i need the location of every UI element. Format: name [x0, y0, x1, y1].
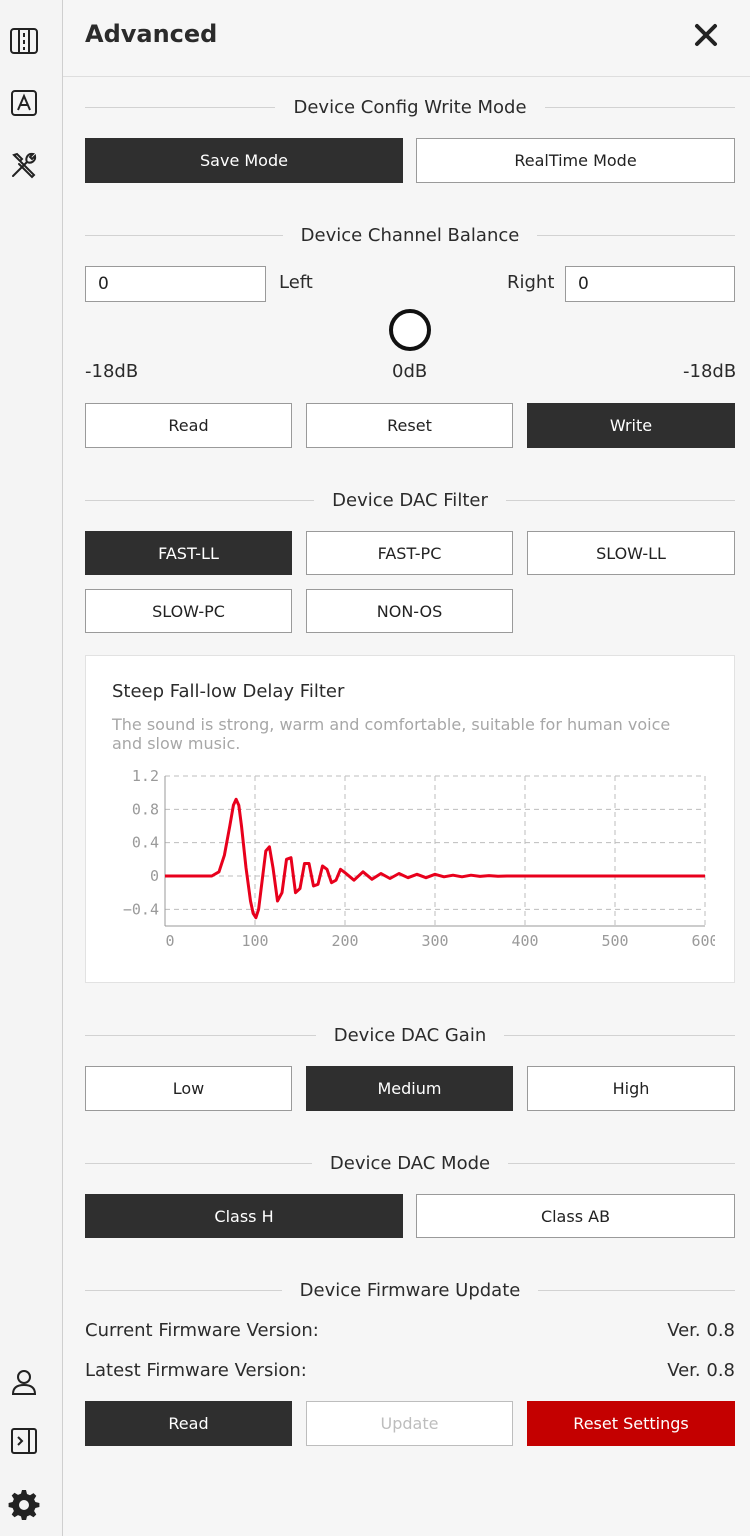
chart-x-tick-label: 200 [331, 932, 358, 950]
section-dac-mode: Device DAC Mode [85, 1151, 735, 1175]
filter-non-os-button[interactable]: NON-OS [306, 589, 513, 633]
current-firmware-value: Ver. 0.8 [667, 1320, 735, 1341]
left-label: Left [279, 272, 313, 293]
panel-columns-icon[interactable] [7, 24, 41, 58]
chart-x-tick-label: 100 [241, 932, 268, 950]
section-title: Device DAC Mode [329, 1152, 491, 1174]
gain-high-button[interactable]: High [527, 1066, 735, 1111]
section-title: Device Firmware Update [299, 1279, 521, 1301]
chart-x-tick-label: 400 [511, 932, 538, 950]
chart-x-tick-label: 600 [691, 932, 715, 950]
balance-slider-knob[interactable] [389, 309, 431, 351]
reset-settings-button[interactable]: Reset Settings [527, 1401, 735, 1446]
chart-x-tick-label: 500 [601, 932, 628, 950]
letter-a-icon[interactable] [7, 86, 41, 120]
right-label: Right [507, 272, 555, 293]
mode-class-h-button[interactable]: Class H [85, 1194, 403, 1238]
section-dac-filter: Device DAC Filter [85, 488, 736, 512]
section-write-mode: Device Config Write Mode [85, 95, 736, 119]
section-title: Device Channel Balance [300, 224, 520, 246]
section-title: Device Config Write Mode [293, 96, 527, 118]
sidebar-expand-icon[interactable] [7, 1424, 41, 1458]
chart-y-tick-label: 0 [150, 867, 159, 885]
chart-y-tick-label: 1.2 [132, 767, 159, 785]
right-balance-input[interactable] [565, 266, 735, 302]
latest-firmware-row: Latest Firmware Version: Ver. 0.8 [85, 1360, 735, 1381]
balance-center: 0dB [392, 361, 428, 382]
gear-icon[interactable] [7, 1487, 41, 1521]
user-icon[interactable] [7, 1365, 41, 1399]
gain-low-button[interactable]: Low [85, 1066, 292, 1111]
filter-fast-ll-button[interactable]: FAST-LL [85, 531, 292, 575]
gain-medium-button[interactable]: Medium [306, 1066, 513, 1111]
mode-class-ab-button[interactable]: Class AB [416, 1194, 735, 1238]
chart-x-tick-label: 300 [421, 932, 448, 950]
advanced-panel: Advanced Device Config Write Mode Save M… [63, 0, 750, 1536]
sidebar [0, 0, 63, 1536]
close-icon[interactable] [691, 20, 721, 50]
balance-min-left: -18dB [85, 361, 139, 382]
section-firmware: Device Firmware Update [85, 1278, 735, 1302]
latest-firmware-label: Latest Firmware Version: [85, 1360, 307, 1381]
chart-y-tick-label: 0.4 [132, 834, 159, 852]
filter-info-card: Steep Fall-low Delay Filter The sound is… [85, 655, 735, 983]
firmware-update-button[interactable]: Update [306, 1401, 513, 1446]
filter-fast-pc-button[interactable]: FAST-PC [306, 531, 513, 575]
balance-min-right: -18dB [683, 361, 737, 382]
firmware-read-button[interactable]: Read [85, 1401, 292, 1446]
tools-icon[interactable] [7, 148, 41, 182]
latest-firmware-value: Ver. 0.8 [667, 1360, 735, 1381]
balance-reset-button[interactable]: Reset [306, 403, 513, 448]
page-title: Advanced [85, 20, 218, 48]
chart-x-tick-label: 0 [165, 932, 174, 950]
panel-header: Advanced [63, 0, 750, 77]
section-dac-gain: Device DAC Gain [85, 1023, 735, 1047]
filter-slow-pc-button[interactable]: SLOW-PC [85, 589, 292, 633]
left-balance-input[interactable] [85, 266, 266, 302]
current-firmware-label: Current Firmware Version: [85, 1320, 319, 1341]
current-firmware-row: Current Firmware Version: Ver. 0.8 [85, 1320, 735, 1341]
section-title: Device DAC Filter [332, 489, 488, 511]
chart-y-tick-label: −0.4 [123, 900, 159, 918]
balance-write-button[interactable]: Write [527, 403, 735, 448]
chart-y-tick-label: 0.8 [132, 800, 159, 818]
realtime-mode-button[interactable]: RealTime Mode [416, 138, 735, 183]
filter-slow-ll-button[interactable]: SLOW-LL [527, 531, 735, 575]
filter-card-title: Steep Fall-low Delay Filter [112, 681, 345, 702]
balance-read-button[interactable]: Read [85, 403, 292, 448]
filter-card-description: The sound is strong, warm and comfortabl… [112, 715, 671, 753]
save-mode-button[interactable]: Save Mode [85, 138, 403, 183]
section-channel-balance: Device Channel Balance [85, 223, 736, 247]
chart-series-line [165, 797, 705, 920]
section-title: Device DAC Gain [333, 1024, 487, 1046]
filter-impulse-chart: 0 100 200 300 400 500 600 1.2 0.8 0.4 0 −0.4 [123, 767, 715, 950]
